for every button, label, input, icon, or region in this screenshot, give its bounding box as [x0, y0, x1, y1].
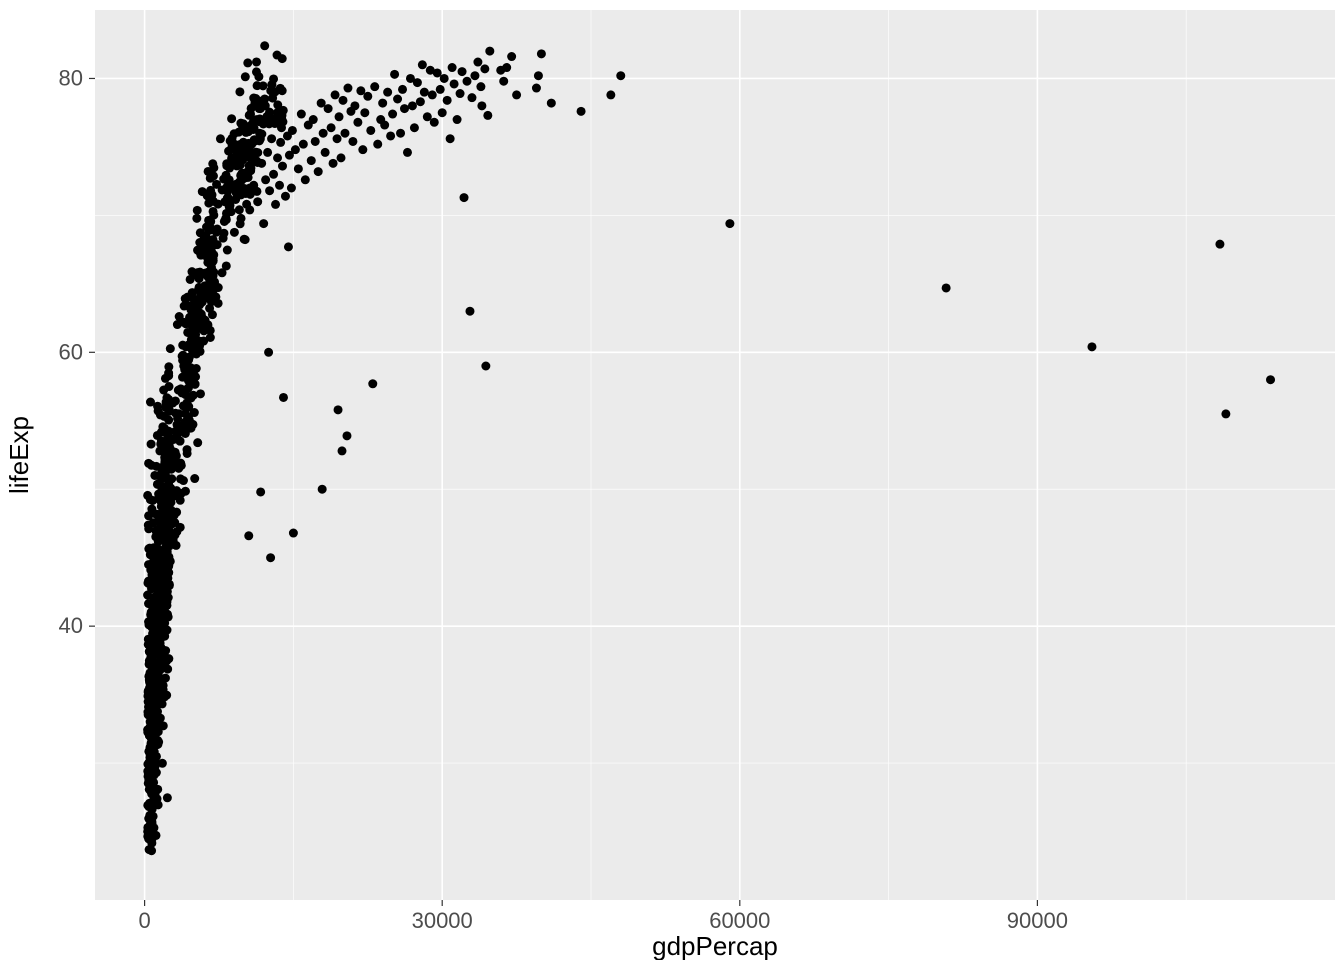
svg-text:30000: 30000: [412, 908, 473, 933]
svg-text:90000: 90000: [1007, 908, 1068, 933]
svg-text:60: 60: [59, 339, 83, 364]
chart-svg: 0 30000 60000 90000 40 60 80 gdpPercap lifeEx…: [0, 0, 1344, 960]
y-axis-ticks: 40 60 80: [59, 65, 95, 638]
svg-text:40: 40: [59, 613, 83, 638]
svg-text:80: 80: [59, 65, 83, 90]
x-axis-ticks: 0 30000 60000 90000: [138, 900, 1068, 933]
svg-text:60000: 60000: [709, 908, 770, 933]
x-axis-title: gdpPercap: [652, 931, 778, 960]
y-axis-title: lifeExp: [4, 416, 34, 494]
svg-text:0: 0: [138, 908, 150, 933]
scatter-chart: 0 30000 60000 90000 40 60 80 gdpPercap lifeEx…: [0, 0, 1344, 960]
